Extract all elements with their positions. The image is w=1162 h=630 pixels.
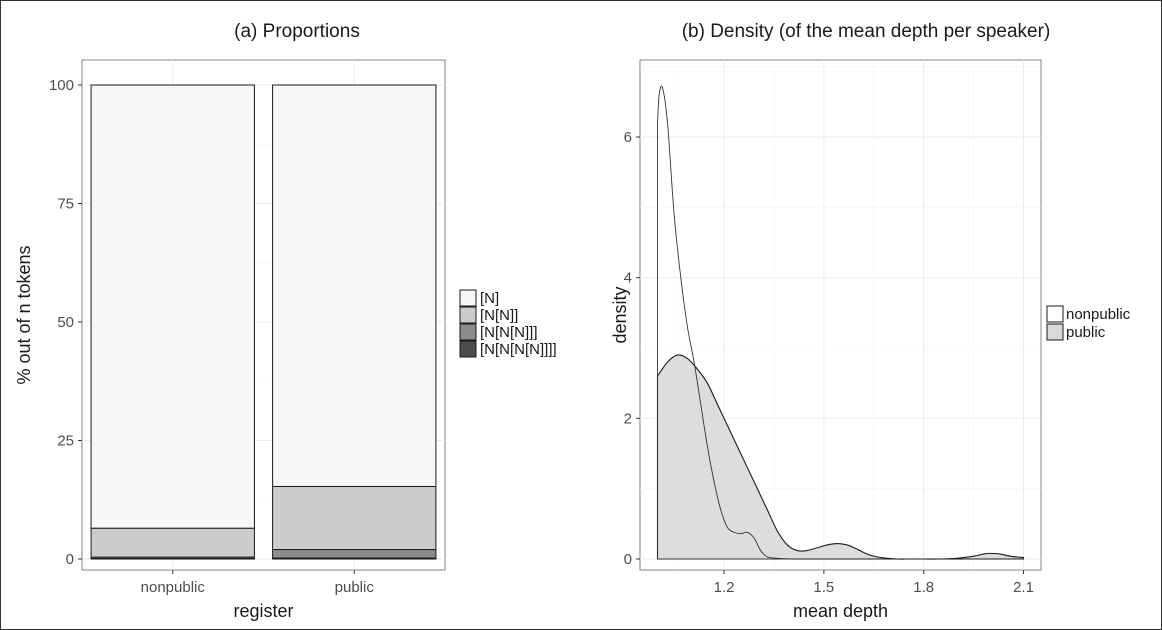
legend-label: [N[N]] xyxy=(480,307,518,324)
x-tick-label: 1.5 xyxy=(813,579,834,596)
legend-label: [N[N[N[N]]]] xyxy=(480,341,557,358)
density-panel: (b) Density (of the mean depth per speak… xyxy=(610,21,1131,621)
legend-key xyxy=(459,323,477,341)
chart-a-legend: [N][N[N]][N[N[N]]][N[N[N[N]]]] xyxy=(459,289,557,358)
chart-a-bars xyxy=(90,84,437,560)
legend-label: [N[N[N]]] xyxy=(480,324,538,341)
x-tick-label: 2.1 xyxy=(1013,579,1034,596)
legend-key xyxy=(459,289,477,307)
chart-b-density-areas xyxy=(656,85,1025,560)
bar-segment xyxy=(90,84,255,529)
y-tick-label: 4 xyxy=(624,270,632,287)
chart-b-x-axis-title: mean depth xyxy=(793,601,888,621)
y-tick-label: 50 xyxy=(57,314,74,331)
x-tick-label: nonpublic xyxy=(141,579,206,596)
chart-b-y-ticks: 0 2 4 6 xyxy=(624,129,640,568)
bar-segment xyxy=(272,549,437,559)
chart-a-y-axis-title: % out of n tokens xyxy=(14,245,34,384)
x-tick-label: 1.2 xyxy=(714,579,735,596)
legend-key xyxy=(459,340,477,358)
y-tick-label: 6 xyxy=(624,129,632,146)
chart-b-title: (b) Density (of the mean depth per speak… xyxy=(682,21,1051,42)
density-area-nonpublic xyxy=(657,85,791,560)
bar-segment xyxy=(272,485,437,551)
legend-key xyxy=(1046,305,1064,323)
x-tick-label: public xyxy=(335,579,375,596)
y-tick-label: 75 xyxy=(57,196,74,213)
chart-b-x-ticks: 1.2 1.5 1.8 2.1 xyxy=(714,570,1034,596)
y-tick-label: 25 xyxy=(57,433,74,450)
legend-label: [N] xyxy=(480,290,499,307)
proportions-panel: (a) Proportions 0 25 50 75 100 nonpublic publ… xyxy=(14,21,557,621)
bar-segment xyxy=(90,527,255,558)
chart-a-y-ticks: 0 25 50 75 100 xyxy=(49,77,82,568)
density-area-public xyxy=(656,354,1025,560)
chart-b-y-axis-title: density xyxy=(610,286,630,343)
legend-key xyxy=(1046,323,1064,341)
y-tick-label: 100 xyxy=(49,77,74,94)
legend-label: public xyxy=(1066,324,1106,341)
y-tick-label: 0 xyxy=(66,551,74,568)
legend-label: nonpublic xyxy=(1066,306,1131,323)
x-tick-label: 1.8 xyxy=(913,579,934,596)
y-tick-label: 0 xyxy=(624,551,632,568)
chart-a-title: (a) Proportions xyxy=(234,21,360,42)
y-tick-label: 2 xyxy=(624,410,632,427)
chart-a-x-ticks: nonpublic public xyxy=(141,570,375,596)
bar-segment xyxy=(272,84,437,487)
chart-a-x-axis-title: register xyxy=(233,601,293,621)
legend-key xyxy=(459,306,477,324)
